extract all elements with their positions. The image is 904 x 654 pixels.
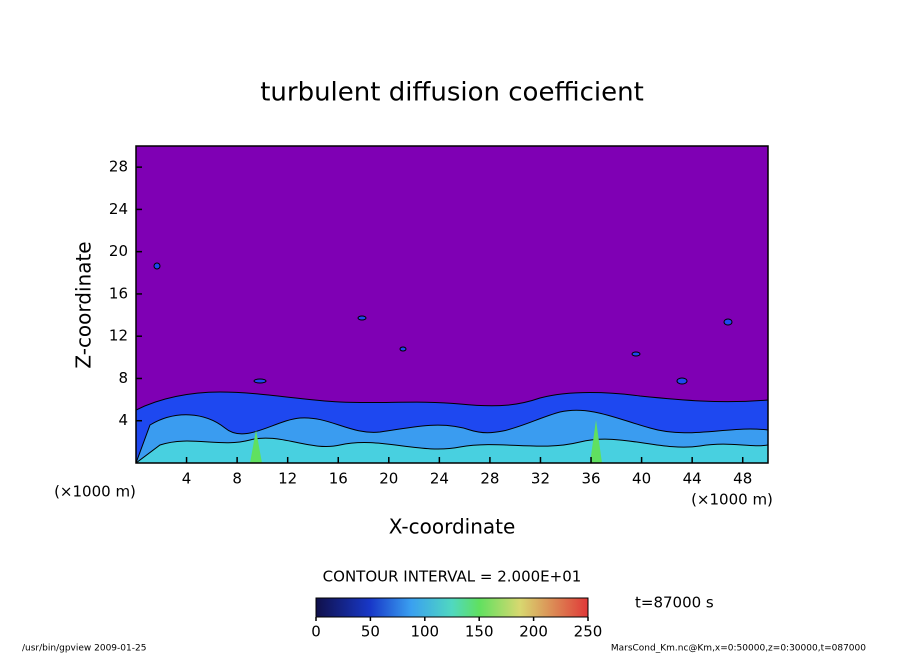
x-tick-label: 16 [329,470,348,488]
y-tick-label: 28 [109,158,128,176]
colorbar-tick-label: 50 [361,623,380,641]
field [136,262,768,463]
y-tick-label: 12 [109,327,128,345]
y-tick-label: 4 [118,411,128,429]
footer-left: /usr/bin/gpview 2009-01-25 [22,644,146,654]
x-tick-label: 4 [182,470,192,488]
y-axis-label: Z-coordinate [72,241,96,368]
x-tick-label: 32 [531,470,550,488]
y-unit-label: (×1000 m) [54,483,136,501]
y-tick-label: 16 [109,284,128,302]
colorbar-tick-label: 250 [574,623,603,641]
x-axis-label: X-coordinate [389,515,516,539]
colorbar-tick-label: 100 [410,623,439,641]
x-tick-label: 24 [430,470,449,488]
x-tick-label: 28 [480,470,499,488]
y-tick-label: 24 [109,200,128,218]
x-unit-label: (×1000 m) [691,491,773,509]
colorbar-tick-label: 200 [519,623,548,641]
colorbar-tick-label: 0 [311,623,321,641]
y-tick-label: 20 [109,242,128,260]
colorbar [315,597,589,618]
colorbar-tick-label: 150 [465,623,494,641]
x-tick-label: 48 [733,470,752,488]
chart-title: turbulent diffusion coefficient [260,78,644,108]
contour-interval: CONTOUR INTERVAL = 2.000E+01 [323,568,582,586]
x-tick-label: 40 [632,470,651,488]
x-tick-label: 12 [278,470,297,488]
plot-frame [135,145,769,464]
x-tick-label: 20 [379,470,398,488]
footer-right: MarsCond_Km.nc@Km,x=0:50000,z=0:30000,t=… [611,644,866,654]
x-tick-label: 44 [683,470,702,488]
x-tick-label: 36 [581,470,600,488]
time-label: t=87000 s [635,594,714,612]
x-tick-label: 8 [232,470,242,488]
y-tick-label: 8 [118,369,128,387]
